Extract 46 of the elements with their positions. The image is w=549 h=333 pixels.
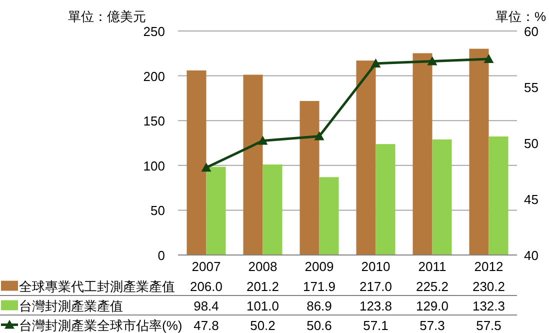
x-tick-label: 2008 bbox=[248, 259, 278, 274]
data-label: 47.8 bbox=[194, 318, 219, 333]
y-tick-label: 250 bbox=[143, 24, 165, 39]
y-tick-label: 100 bbox=[143, 158, 165, 174]
y-tick-label: 200 bbox=[143, 68, 165, 84]
x-tick-label: 2007 bbox=[192, 259, 221, 274]
point bbox=[314, 131, 324, 140]
data-label: 123.8 bbox=[359, 298, 392, 314]
point bbox=[258, 136, 268, 145]
y2-axis-title: 單位：% bbox=[495, 9, 546, 24]
y-tick-label: 150 bbox=[143, 114, 165, 129]
data-label: 98.4 bbox=[194, 298, 219, 314]
data-label: 225.2 bbox=[416, 278, 449, 294]
y2-tick-label: 45 bbox=[524, 192, 538, 207]
data-label: 217.0 bbox=[359, 278, 392, 294]
x-tick-label: 2011 bbox=[418, 259, 446, 274]
point bbox=[201, 162, 212, 172]
legend-label: 全球專業代工封測產業產值 bbox=[19, 278, 175, 294]
data-label: 201.2 bbox=[246, 278, 280, 294]
data-label: 171.9 bbox=[302, 278, 336, 294]
data-label: 129.0 bbox=[416, 298, 449, 314]
y2-tick-label: 60 bbox=[524, 24, 538, 39]
data-label: 50.6 bbox=[306, 318, 332, 333]
y-axis-title: 單位：億美元 bbox=[68, 9, 146, 24]
point bbox=[484, 54, 494, 63]
y-tick-label: 50 bbox=[150, 203, 165, 218]
y2-tick-label: 40 bbox=[524, 248, 538, 263]
y2-tick-label: 55 bbox=[524, 80, 538, 95]
x-tick-label: 2010 bbox=[361, 259, 390, 274]
data-label: 57.3 bbox=[420, 318, 445, 333]
data-label: 101.0 bbox=[246, 298, 280, 314]
data-label: 86.9 bbox=[306, 298, 332, 314]
point bbox=[427, 56, 438, 66]
data-label: 132.3 bbox=[472, 298, 506, 314]
x-tick-label: 2012 bbox=[474, 259, 504, 274]
point bbox=[370, 58, 381, 68]
y-tick-label: 0 bbox=[158, 248, 165, 263]
legend-label: 台灣封測產業產值 bbox=[19, 298, 123, 314]
data-label: 50.2 bbox=[250, 318, 276, 333]
data-label: 57.1 bbox=[363, 318, 388, 333]
x-tick-label: 2009 bbox=[304, 259, 334, 274]
data-label: 206.0 bbox=[190, 278, 223, 294]
legend-label: 台灣封測產業全球市佔率(%) bbox=[19, 318, 182, 333]
y2-tick-label: 50 bbox=[524, 136, 538, 151]
data-label: 230.2 bbox=[472, 278, 506, 294]
data-label: 57.5 bbox=[476, 318, 502, 333]
